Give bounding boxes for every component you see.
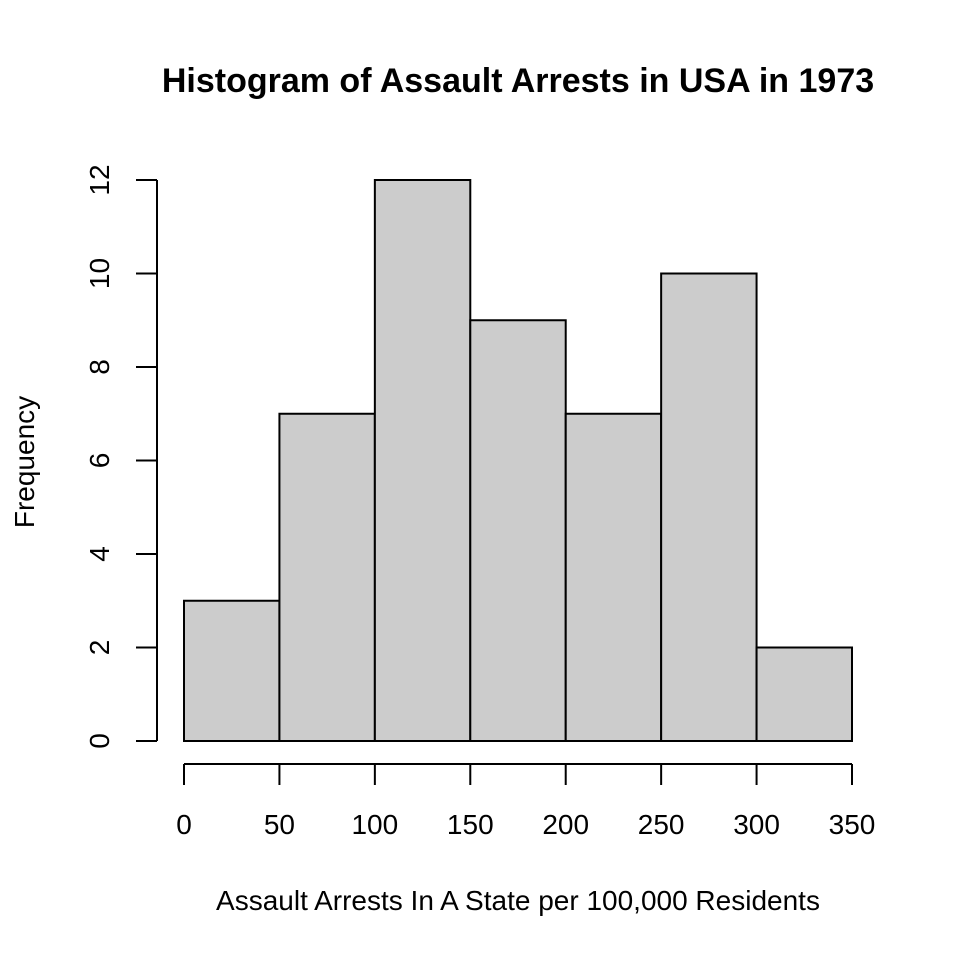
x-axis: 0 50 100 150 200 250 300 350 bbox=[176, 763, 876, 840]
chart-title: Histogram of Assault Arrests in USA in 1… bbox=[162, 62, 874, 100]
bars-group bbox=[183, 179, 853, 742]
y-tick-label: 12 bbox=[84, 164, 115, 195]
y-axis: 0 2 4 6 8 10 12 bbox=[84, 164, 158, 749]
y-tick-label: 8 bbox=[84, 359, 115, 375]
x-tick-label: 350 bbox=[829, 809, 876, 840]
histogram-bar-0 bbox=[183, 599, 281, 742]
y-tick-label: 2 bbox=[84, 640, 115, 656]
histogram-bar-6 bbox=[755, 646, 853, 742]
x-tick-label: 150 bbox=[447, 809, 494, 840]
x-tick-label: 250 bbox=[638, 809, 685, 840]
x-axis-label: Assault Arrests In A State per 100,000 R… bbox=[216, 885, 820, 916]
histogram-bar-3 bbox=[469, 319, 567, 742]
x-tick-label: 300 bbox=[733, 809, 780, 840]
x-tick-label: 100 bbox=[351, 809, 398, 840]
histogram-bar-5 bbox=[660, 272, 758, 742]
y-tick-label: 6 bbox=[84, 453, 115, 469]
histogram-bar-4 bbox=[564, 412, 663, 742]
x-tick-label: 50 bbox=[264, 809, 295, 840]
y-tick-label: 10 bbox=[84, 258, 115, 289]
y-axis-label: Frequency bbox=[9, 396, 40, 528]
histogram-bar-1 bbox=[278, 412, 376, 742]
x-tick-label: 0 bbox=[176, 809, 192, 840]
y-tick-label: 0 bbox=[84, 733, 115, 749]
histogram-bar-2 bbox=[373, 179, 472, 742]
y-tick-label: 4 bbox=[84, 546, 115, 562]
x-tick-label: 200 bbox=[542, 809, 589, 840]
